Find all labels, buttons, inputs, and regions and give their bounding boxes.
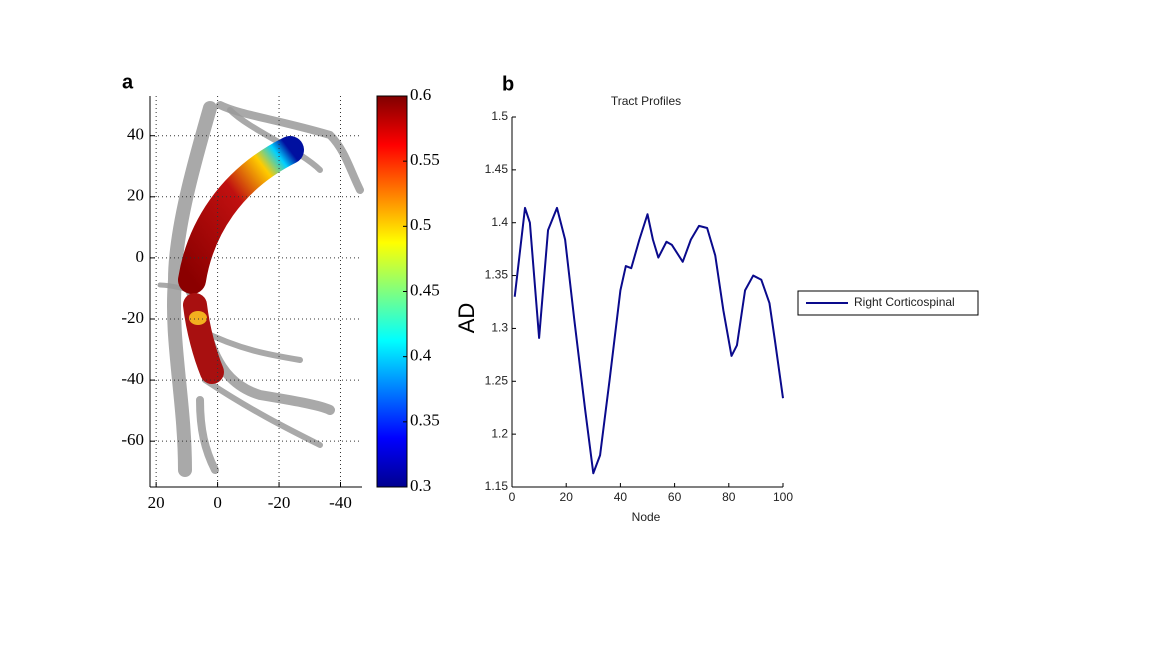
y-tick-label: 1.4: [491, 215, 508, 229]
chart-title: Tract Profiles: [611, 94, 681, 108]
colorbar-tick-label: 0.45: [410, 280, 440, 299]
y-tick-label: 1.35: [485, 268, 509, 282]
x-tick-label: -20: [268, 493, 291, 512]
y-tick-label: 1.45: [485, 162, 509, 176]
x-tick-label: 80: [722, 490, 736, 504]
panel-label: b: [502, 73, 514, 95]
x-tick-label: 20: [148, 493, 165, 512]
x-tick-label: -40: [329, 493, 352, 512]
line-series: [513, 206, 784, 475]
panel-label: a: [122, 71, 134, 93]
y-tick-label: 0: [136, 247, 145, 266]
fiber-image: [157, 101, 364, 477]
colorbar-tick-label: 0.55: [410, 150, 440, 169]
legend-label: Right Corticospinal: [854, 295, 955, 309]
y-tick-label: 1.15: [485, 479, 509, 493]
x-tick-label: 0: [213, 493, 222, 512]
colorbar-tick-label: 0.35: [410, 411, 440, 430]
y-axis-label: AD: [454, 303, 479, 334]
colorbar: [376, 95, 408, 488]
colorbar-tick-label: 0.6: [410, 85, 431, 104]
x-tick-label: 20: [560, 490, 574, 504]
y-tick-label: 1.5: [491, 109, 508, 123]
y-tick-label: -40: [121, 369, 144, 388]
colorbar-tick-label: 0.5: [410, 215, 431, 234]
colorbar-tick-label: 0.4: [410, 346, 432, 365]
y-tick-label: -60: [121, 430, 144, 449]
x-axis-label: Node: [632, 510, 661, 524]
y-tick-label: 1.25: [485, 373, 509, 387]
y-tick-label: 40: [127, 125, 144, 144]
x-tick-label: 60: [668, 490, 682, 504]
y-tick-label: 1.3: [491, 321, 508, 335]
colorbar-tick-label: 0.3: [410, 476, 431, 495]
x-tick-label: 0: [509, 490, 516, 504]
y-tick-label: 1.2: [491, 426, 508, 440]
x-tick-label: 100: [773, 490, 793, 504]
x-tick-label: 40: [614, 490, 628, 504]
y-tick-label: -20: [121, 308, 144, 327]
y-tick-label: 20: [127, 186, 144, 205]
